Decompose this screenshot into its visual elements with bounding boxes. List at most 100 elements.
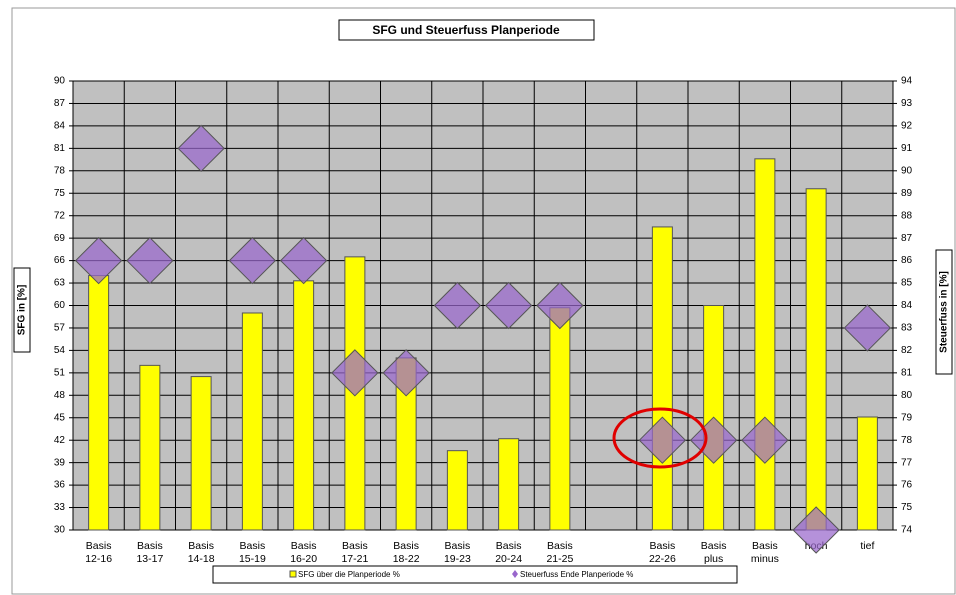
y-tick-label: 33: [54, 502, 66, 513]
y-tick-label: 87: [54, 98, 66, 109]
bar: [241, 312, 263, 531]
y-tick-label: 63: [54, 278, 66, 289]
y-tick-label: 36: [54, 480, 66, 491]
x-tick-label: Basis: [701, 540, 727, 552]
y-axis-label: SFG in [%]: [17, 285, 28, 336]
x-tick-label: Basis: [137, 540, 163, 552]
y2-axis-label: Steuerfuss in [%]: [939, 271, 950, 353]
bar: [754, 158, 776, 531]
diamond-marker: [843, 304, 892, 352]
x-tick-label: Basis: [752, 540, 778, 552]
x-tick-label: Basis: [650, 540, 676, 552]
x-tick-label: Basis: [445, 540, 471, 552]
y2-tick-label: 88: [901, 210, 913, 221]
x-tick-label: Basis: [86, 540, 112, 552]
title-box: [338, 19, 595, 41]
x-tick-label: 20-24: [495, 553, 522, 565]
x-tick-label: Basis: [240, 540, 266, 552]
y2-tick-label: 85: [901, 278, 913, 289]
y2-tick-label: 78: [901, 435, 913, 446]
y-label-box: [13, 267, 31, 353]
diamond-marker: [433, 281, 482, 330]
x-tick-label: Basis: [547, 540, 573, 552]
y-tick-label: 66: [54, 255, 66, 266]
diamond-marker: [331, 349, 379, 397]
y2-tick-label: 87: [901, 233, 913, 244]
x-tick-label: 14-18: [188, 553, 215, 565]
y-tick-label: 84: [54, 121, 66, 132]
bar: [856, 416, 878, 531]
y2-tick-label: 79: [901, 412, 913, 423]
y-tick-label: 90: [54, 76, 66, 87]
y-tick-label: 81: [54, 143, 66, 154]
x-tick-label: plus: [704, 553, 723, 565]
x-tick-label: Basis: [393, 540, 419, 552]
y2-label-box: [935, 249, 953, 375]
diamond-marker: [228, 236, 277, 285]
legend-swatch: [289, 570, 297, 578]
bar: [549, 307, 571, 531]
legend-label: Steuerfuss Ende Planperiode %: [520, 570, 633, 579]
y2-tick-label: 86: [901, 255, 913, 266]
y-tick-label: 75: [54, 188, 66, 199]
y2-tick-label: 91: [901, 143, 913, 154]
y2-tick-label: 74: [901, 525, 913, 536]
y2-tick-label: 93: [901, 98, 913, 109]
y-tick-label: 72: [54, 210, 66, 221]
y-tick-label: 60: [54, 300, 66, 311]
x-tick-label: 17-21: [341, 553, 368, 565]
diamond-marker: [126, 236, 174, 285]
y2-tick-label: 82: [901, 345, 913, 356]
y-tick-label: 39: [54, 457, 66, 468]
diamond-marker: [382, 349, 430, 397]
x-tick-label: Basis: [291, 540, 317, 552]
y-tick-label: 51: [54, 367, 66, 378]
legend-swatch: [512, 570, 518, 578]
highlight-ellipse: [612, 407, 708, 469]
chart-title: SFG und Steuerfuss Planperiode: [372, 23, 560, 37]
y-tick-label: 54: [54, 345, 66, 356]
y-tick-label: 42: [54, 435, 66, 446]
y-tick-label: 57: [54, 323, 66, 334]
x-tick-label: Basis: [188, 540, 214, 552]
legend-box: [212, 565, 738, 584]
y2-tick-label: 92: [901, 121, 913, 132]
y2-tick-label: 76: [901, 480, 913, 491]
x-tick-label: tief: [860, 540, 874, 552]
y-tick-label: 69: [54, 233, 66, 244]
legend-label: SFG über die Planperiode %: [298, 570, 400, 579]
y2-tick-label: 84: [901, 300, 913, 311]
bar: [446, 450, 468, 531]
y2-tick-label: 90: [901, 165, 913, 176]
bar: [139, 364, 161, 531]
x-tick-label: Basis: [342, 540, 368, 552]
x-tick-label: 13-17: [136, 553, 163, 565]
y2-tick-label: 89: [901, 188, 913, 199]
x-tick-label: 22-26: [649, 553, 676, 565]
x-tick-label: 19-23: [444, 553, 471, 565]
x-tick-label: 18-22: [393, 553, 420, 565]
x-tick-label: 15-19: [239, 553, 266, 565]
bar: [190, 376, 212, 531]
diamond-marker: [536, 281, 584, 330]
x-tick-label: minus: [751, 553, 779, 565]
x-tick-label: 16-20: [290, 553, 317, 565]
diamond-marker: [177, 124, 225, 173]
bar: [805, 188, 827, 531]
y-tick-label: 78: [54, 165, 66, 176]
bar: [293, 280, 315, 531]
diamond-marker: [741, 416, 789, 464]
x-tick-label: 21-25: [546, 553, 573, 565]
bar: [651, 226, 673, 531]
x-tick-label: 12-16: [85, 553, 112, 565]
x-tick-label: Basis: [496, 540, 522, 552]
diamond-marker: [792, 506, 840, 554]
y2-tick-label: 83: [901, 323, 913, 334]
y-tick-label: 45: [54, 412, 66, 423]
diamond-marker: [74, 236, 123, 285]
y-tick-label: 48: [54, 390, 66, 401]
y2-tick-label: 81: [901, 367, 913, 378]
y2-tick-label: 75: [901, 502, 913, 513]
diamond-marker: [279, 236, 328, 285]
